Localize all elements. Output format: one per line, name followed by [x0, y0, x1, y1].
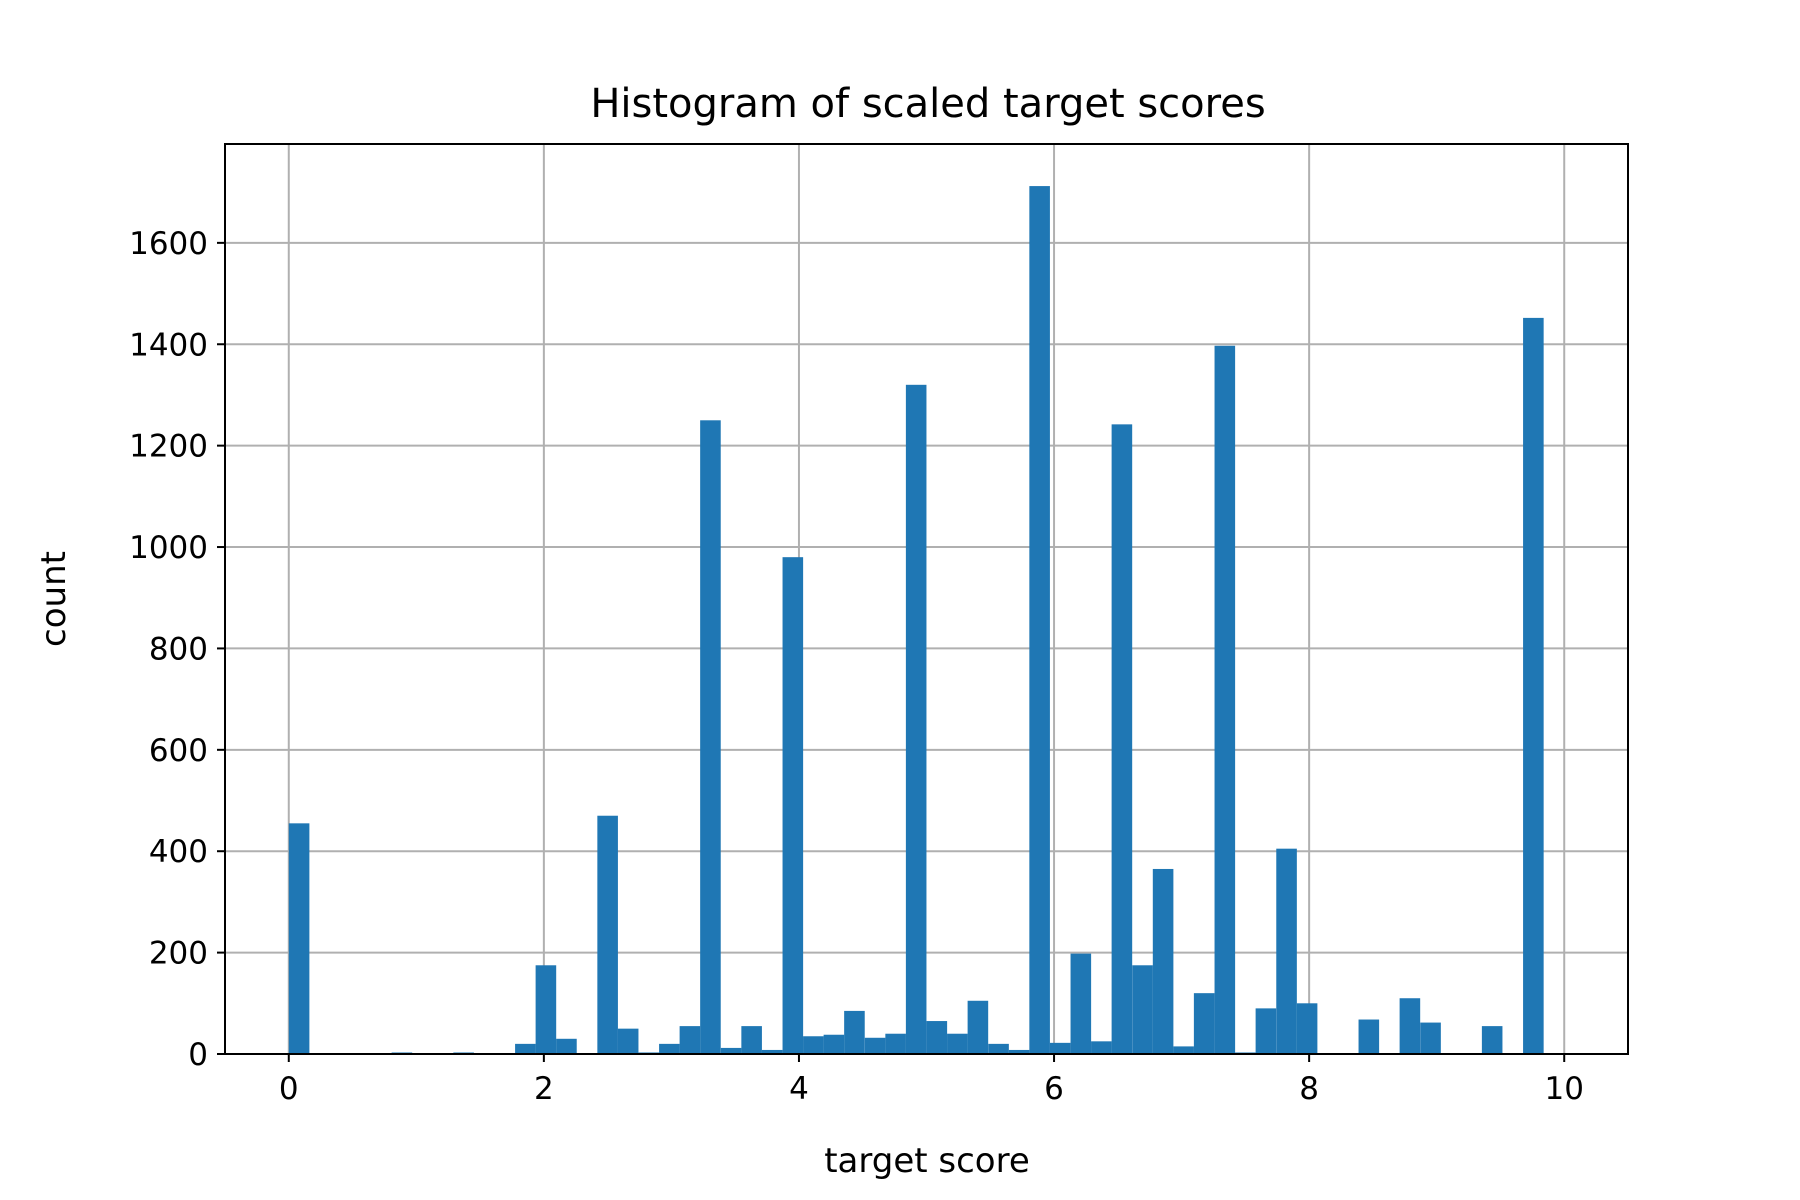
histogram-bar — [741, 1026, 762, 1054]
histogram-bar — [905, 384, 927, 1054]
histogram-bar — [1008, 1049, 1030, 1054]
y-tick-label: 0 — [188, 1037, 208, 1073]
histogram-bar — [864, 1037, 886, 1054]
x-tick-label: 0 — [279, 1071, 299, 1107]
histogram-bar — [1399, 998, 1421, 1054]
histogram-bar — [823, 1034, 845, 1054]
histogram-bar — [761, 1049, 783, 1054]
histogram-bar — [1420, 1022, 1441, 1054]
histogram-bar — [1029, 186, 1050, 1054]
histogram-bar — [1070, 953, 1092, 1054]
chart-title: Histogram of scaled target scores — [590, 81, 1265, 127]
x-tick-label: 10 — [1545, 1071, 1584, 1107]
histogram-bar — [926, 1021, 948, 1054]
histogram-bar — [1276, 848, 1297, 1054]
histogram-bar — [1358, 1019, 1380, 1054]
x-tick-label: 6 — [1044, 1071, 1064, 1107]
y-axis-label: count — [34, 551, 74, 647]
histogram-bar — [700, 420, 721, 1054]
x-tick-label: 4 — [789, 1071, 809, 1107]
histogram-bar — [659, 1043, 680, 1054]
histogram-bar — [617, 1028, 639, 1054]
histogram-bar — [1111, 424, 1133, 1055]
histogram-bar — [803, 1036, 824, 1054]
x-tick-label: 2 — [534, 1071, 554, 1107]
y-tick-label: 600 — [149, 733, 208, 769]
histogram-bar — [515, 1043, 536, 1054]
plot-frame — [224, 143, 1629, 1055]
histogram-bar — [535, 965, 557, 1054]
histogram-bar — [885, 1033, 906, 1054]
x-axis-label: target score — [824, 1141, 1030, 1181]
histogram-bar — [1255, 1008, 1277, 1054]
histogram-bar — [1214, 345, 1236, 1054]
y-tick-label: 1600 — [129, 226, 208, 262]
y-tick-label: 1000 — [129, 530, 208, 566]
axis-ticks: 0 2 4 6 8 10 0 200 400 600 800 1000 1200 1400 1600 — [129, 226, 1584, 1107]
y-tick-label: 800 — [149, 631, 208, 667]
histogram-bar — [1481, 1026, 1503, 1054]
histogram-bar — [597, 815, 618, 1054]
histogram-bar — [679, 1026, 701, 1054]
histogram-bar — [844, 1010, 865, 1054]
histogram-bar — [288, 823, 310, 1054]
bars — [288, 186, 1544, 1055]
grid-lines — [225, 144, 1628, 1055]
histogram-bar — [967, 1000, 989, 1054]
histogram-bar — [782, 557, 804, 1054]
histogram-bar — [1523, 317, 1544, 1055]
x-tick-label: 8 — [1299, 1071, 1319, 1107]
histogram-bar — [988, 1043, 1009, 1054]
y-tick-label: 1200 — [129, 429, 208, 465]
histogram-bar — [1091, 1041, 1112, 1054]
histogram-bar — [1193, 993, 1215, 1054]
histogram-bar — [720, 1047, 742, 1054]
y-tick-label: 200 — [149, 936, 208, 972]
y-tick-label: 400 — [149, 834, 208, 870]
histogram-bar — [1152, 868, 1174, 1054]
histogram-bar — [1173, 1046, 1194, 1054]
y-tick-label: 1400 — [129, 327, 208, 363]
histogram-bar — [1296, 1003, 1318, 1054]
histogram-bar — [556, 1038, 577, 1054]
histogram-bar — [947, 1033, 968, 1054]
histogram-bar — [1049, 1042, 1071, 1054]
histogram-bar — [1132, 965, 1153, 1054]
